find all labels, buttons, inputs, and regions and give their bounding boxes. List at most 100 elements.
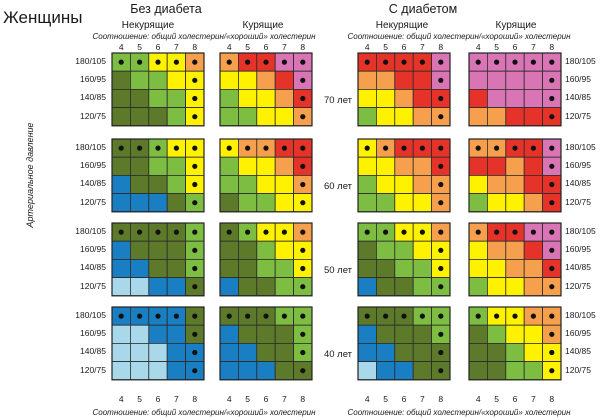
risk-dot-marker (364, 313, 370, 319)
risk-cell (111, 342, 131, 362)
x-tick-bottom: 7 (531, 394, 536, 404)
risk-cell (237, 258, 258, 278)
risk-cell (505, 258, 525, 278)
risk-cell (375, 361, 396, 381)
risk-cell (523, 70, 544, 90)
risk-cell (468, 277, 488, 297)
x-tick-bottom: 7 (174, 394, 179, 404)
risk-dot-marker (419, 145, 425, 151)
risk-cell (394, 70, 414, 90)
risk-dot-marker (263, 229, 269, 235)
risk-cell (375, 324, 396, 344)
risk-cell (274, 156, 295, 176)
risk-dot-marker (300, 95, 306, 102)
x-tick-bottom: 6 (512, 394, 518, 404)
risk-dot-marker (192, 163, 198, 169)
bp-label-right: 160/95 (565, 74, 591, 85)
risk-cell (256, 324, 276, 344)
risk-cell (129, 89, 150, 109)
risk-cell (237, 240, 258, 260)
risk-cell (148, 156, 168, 176)
x-tick-bottom: 5 (383, 394, 388, 404)
x-tick-top: 6 (263, 42, 269, 52)
x-tick-bottom: 4 (475, 394, 481, 404)
risk-dot-marker (512, 59, 518, 65)
panel-border (468, 52, 562, 127)
x-tick-top: 7 (531, 42, 536, 52)
risk-dot-marker (281, 313, 287, 319)
risk-cell (256, 240, 276, 260)
risk-cell (357, 156, 377, 176)
risk-cell (357, 324, 377, 344)
x-tick-bottom: 5 (494, 394, 499, 404)
risk-cell (148, 277, 168, 297)
bp-label-right: 180/105 (565, 56, 596, 66)
risk-dot-marker (300, 163, 306, 169)
x-tick-bottom: 6 (401, 394, 407, 404)
risk-cell (111, 174, 131, 194)
risk-cell (468, 193, 488, 213)
ratio-caption-bottom-left: Соотношение: общий холестерин/«хороший» … (92, 408, 316, 417)
bp-label-right: 140/85 (565, 262, 591, 273)
risk-cell (486, 277, 507, 297)
risk-dot-marker (300, 331, 306, 337)
risk-dot-marker (512, 313, 518, 319)
bp-label-right: 140/85 (565, 346, 591, 357)
risk-cell (256, 107, 276, 127)
risk-dot-marker (281, 229, 287, 235)
risk-cell (486, 107, 507, 127)
risk-cell (111, 89, 131, 109)
x-tick-top: 7 (420, 42, 425, 52)
risk-dot-marker (549, 368, 555, 374)
risk-cell (166, 193, 186, 213)
risk-dot-marker (118, 59, 124, 65)
risk-cell (412, 174, 433, 194)
bp-label-left: 160/95 (80, 160, 106, 171)
risk-dot-marker (173, 313, 179, 319)
risk-dot-marker (245, 145, 251, 151)
risk-cell (148, 89, 168, 109)
risk-dot-marker (192, 313, 198, 319)
risk-cell (148, 174, 168, 194)
risk-cell (129, 156, 150, 176)
risk-dot-marker (226, 59, 232, 65)
bp-label-left: 140/85 (80, 92, 106, 103)
risk-cell (412, 277, 433, 297)
risk-dot-marker (383, 313, 389, 319)
risk-dot-marker (192, 265, 198, 272)
risk-cell (505, 193, 525, 213)
panel-border (468, 138, 562, 213)
bp-label-right: 140/85 (565, 178, 591, 189)
risk-cell (505, 240, 525, 260)
risk-dot-marker (192, 247, 198, 253)
risk-cell (505, 324, 525, 344)
risk-dot-marker (137, 313, 143, 319)
risk-cell (357, 342, 377, 362)
panel-border (468, 306, 562, 381)
risk-dot-marker (494, 229, 500, 235)
smokers-label-left: Курящие (242, 20, 284, 31)
risk-dot-marker (438, 77, 444, 83)
bp-label-left: 140/85 (80, 262, 106, 273)
risk-dot-marker (192, 229, 198, 235)
risk-cell (468, 89, 488, 109)
risk-dot-marker (300, 284, 306, 290)
risk-cell (166, 342, 186, 362)
risk-dot-marker (137, 59, 143, 65)
risk-cell (166, 156, 186, 176)
x-tick-top: 4 (118, 42, 124, 52)
panel-border (357, 52, 451, 127)
risk-dot-marker (401, 59, 407, 65)
risk-dot-marker (155, 313, 161, 319)
ratio-caption-top-right: Соотношение: общий холестерин/«хороший» … (347, 32, 571, 41)
risk-dot-marker (438, 145, 444, 151)
risk-cell (486, 258, 507, 278)
risk-dot-marker (549, 331, 555, 337)
risk-cell (468, 324, 488, 344)
risk-cell (468, 361, 488, 381)
bp-label-right: 160/95 (565, 328, 591, 339)
group-no-diabetes-label: Без диабета (130, 2, 202, 16)
x-tick-bottom: 4 (226, 394, 232, 404)
panel-border (357, 222, 451, 297)
